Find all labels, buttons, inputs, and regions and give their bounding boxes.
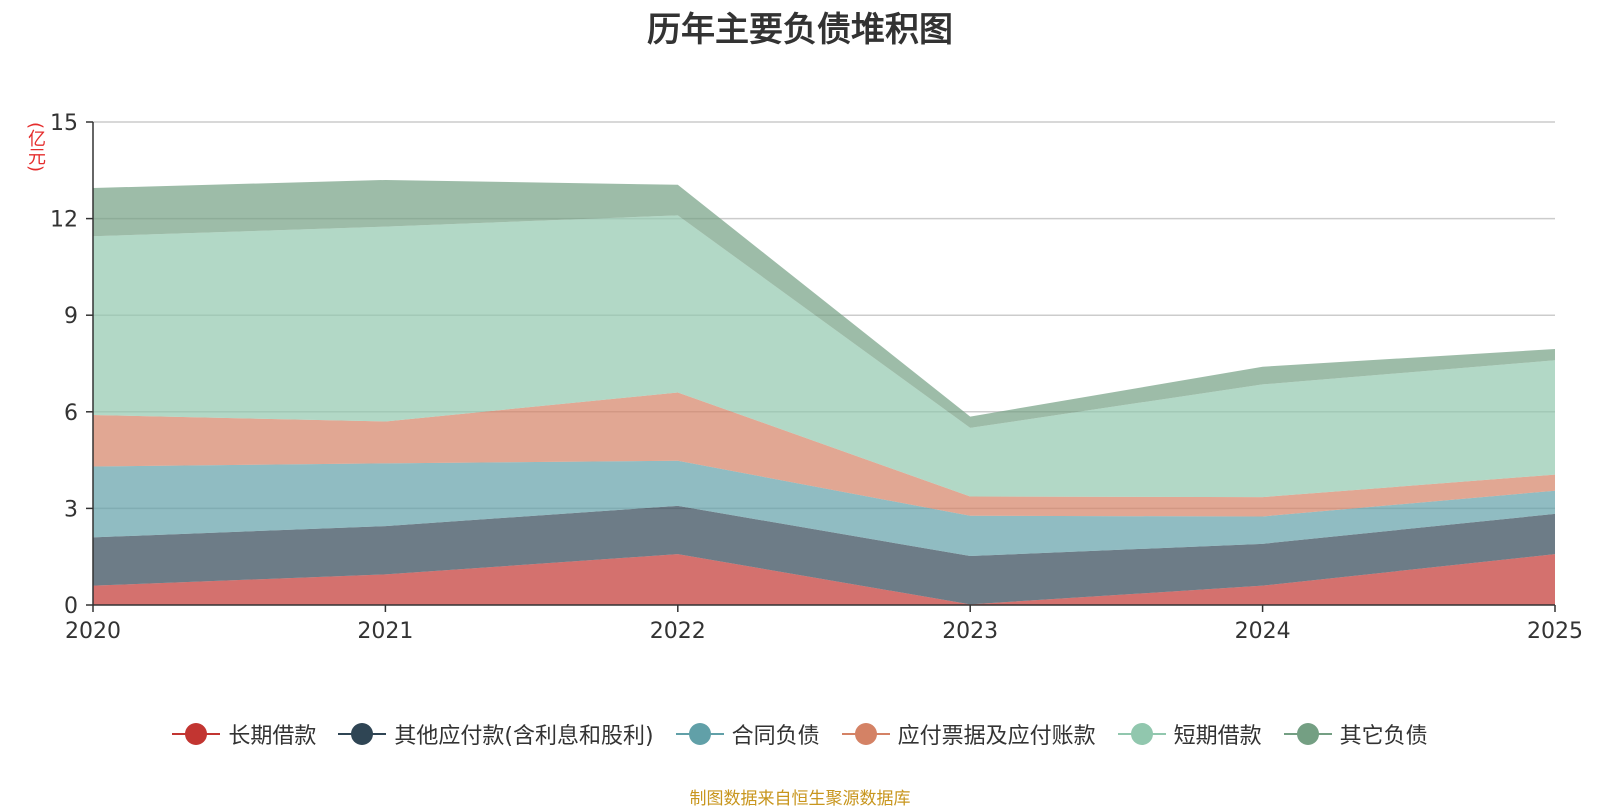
legend-item-2[interactable]: 合同负债 bbox=[675, 718, 820, 750]
legend-label: 长期借款 bbox=[228, 724, 317, 749]
y-tick-label-3: 3 bbox=[64, 497, 78, 522]
area-series-1 bbox=[93, 505, 1555, 605]
chart-plot-area: 0 3 6 9 12 15 2020 2021 2022 2023 2024 2025 bbox=[50, 111, 1583, 644]
x-tick-label-2022: 2022 bbox=[650, 619, 706, 644]
y-tick-label-6: 6 bbox=[64, 401, 78, 426]
x-tick-label-2024: 2024 bbox=[1235, 619, 1291, 644]
y-tick-label-15: 15 bbox=[50, 111, 78, 136]
legend-label: 其他应付款(含利息和股利) bbox=[394, 724, 654, 749]
legend-marker-icon bbox=[172, 721, 221, 747]
area-series-2 bbox=[93, 460, 1555, 557]
axes: 0 3 6 9 12 15 2020 2021 2022 2023 2024 2025 bbox=[50, 111, 1583, 644]
y-axis-unit-label: (亿元) bbox=[25, 122, 46, 173]
x-tick-label-2021: 2021 bbox=[357, 619, 413, 644]
y-tick-label-0: 0 bbox=[64, 594, 78, 619]
stacked-areas bbox=[93, 179, 1555, 605]
area-series-0 bbox=[93, 554, 1555, 605]
legend-label: 合同负债 bbox=[731, 724, 820, 749]
legend-label: 其它负债 bbox=[1339, 724, 1428, 749]
legend-item-1[interactable]: 其他应付款(含利息和股利) bbox=[338, 718, 654, 750]
chart-title: 历年主要负债堆积图 bbox=[647, 10, 953, 50]
area-series-4 bbox=[93, 215, 1555, 498]
legend-marker-icon bbox=[675, 721, 724, 747]
y-tick-label-9: 9 bbox=[64, 304, 78, 329]
legend-marker-icon bbox=[1117, 721, 1166, 747]
legend-marker-icon bbox=[338, 721, 387, 747]
x-tick-label-2025: 2025 bbox=[1527, 619, 1583, 644]
legend-item-0[interactable]: 长期借款 bbox=[172, 718, 316, 750]
legend: 长期借款 其他应付款(含利息和股利) 合同负债 应付票据及应付账款 短期借款 其它负债 bbox=[0, 718, 1600, 750]
legend-label: 短期借款 bbox=[1173, 724, 1262, 749]
legend-marker-icon bbox=[1283, 721, 1332, 747]
area-series-5 bbox=[93, 179, 1555, 428]
legend-marker-icon bbox=[841, 721, 890, 747]
legend-item-5[interactable]: 其它负债 bbox=[1283, 718, 1428, 750]
source-note: 制图数据来自恒生聚源数据库 bbox=[689, 789, 911, 809]
y-tick-label-12: 12 bbox=[50, 208, 78, 233]
legend-item-3[interactable]: 应付票据及应付账款 bbox=[841, 718, 1096, 750]
x-tick-label-2023: 2023 bbox=[942, 619, 998, 644]
legend-label: 应付票据及应付账款 bbox=[897, 724, 1096, 749]
legend-item-4[interactable]: 短期借款 bbox=[1117, 718, 1262, 750]
x-tick-label-2020: 2020 bbox=[65, 619, 121, 644]
area-series-3 bbox=[93, 392, 1555, 517]
